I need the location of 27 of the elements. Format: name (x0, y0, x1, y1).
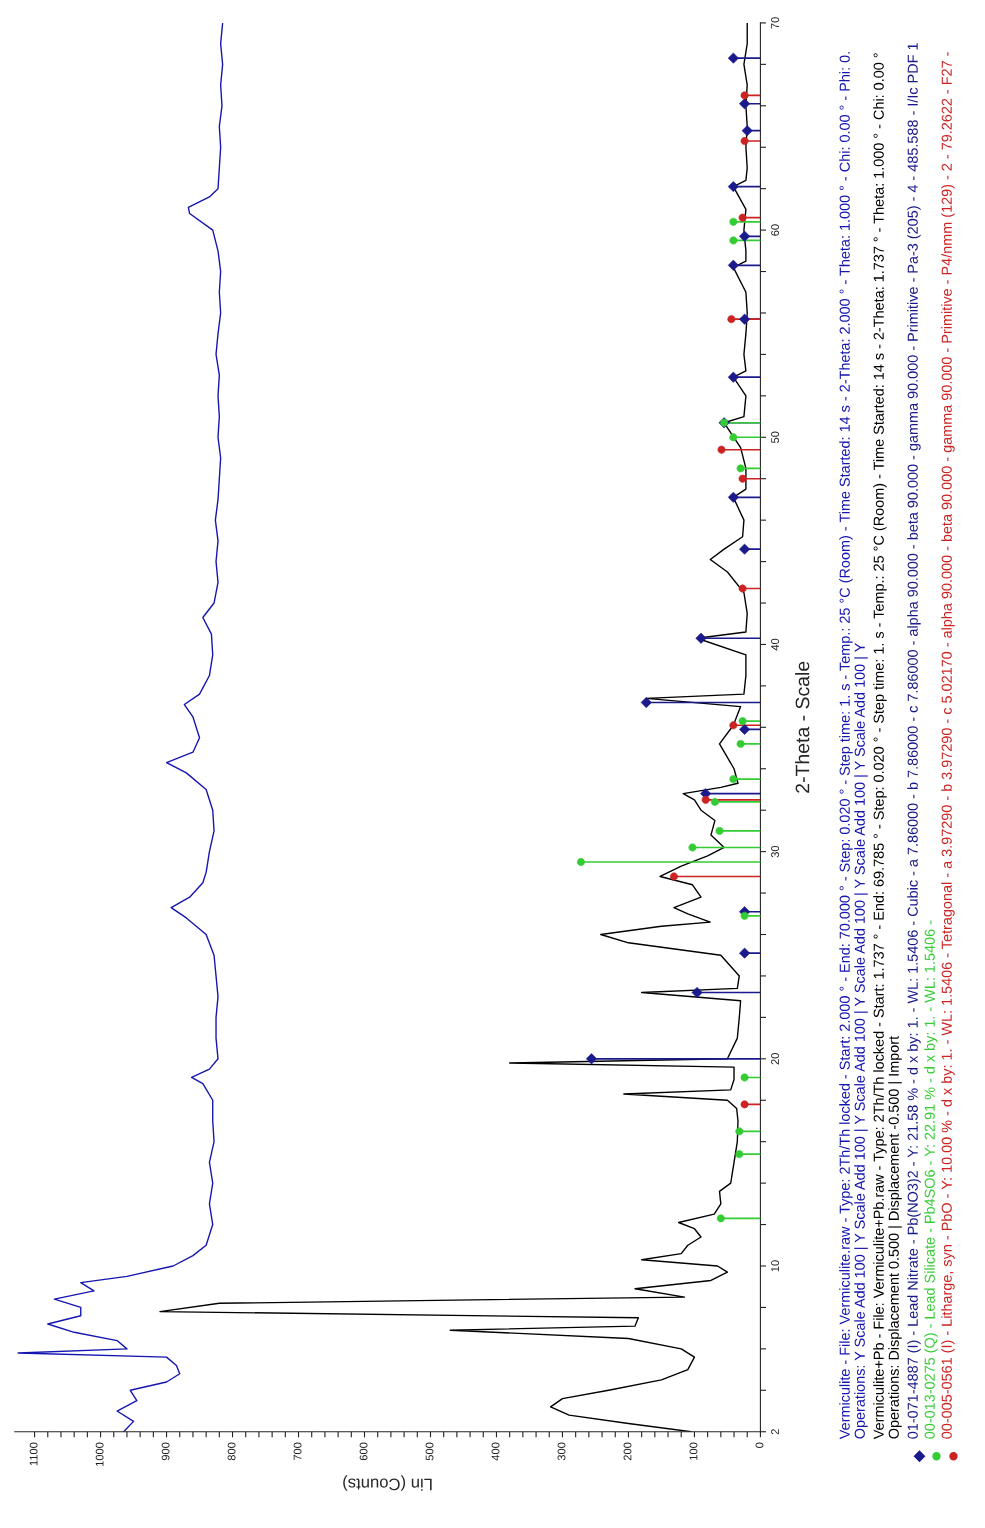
x-tick-label: 100 (689, 1442, 698, 1460)
y-tick-label: 50 (771, 431, 779, 444)
x-tick-label: 300 (557, 1442, 566, 1461)
text: 00-013-0275 (Q) - Lead Silicate - Pb4SO6 - Y: 22.91 % - d x by: 1. - WL: 1.5406 - (924, 920, 938, 1439)
y-tick-label: 2 (771, 1429, 779, 1435)
x-tick-label: 400 (491, 1442, 500, 1461)
x-axis-title: Lin (Counts) (343, 1475, 432, 1491)
text: 00-005-0561 (I) - Litharge, syn - PbO - Y: 10.00 % - d x by: 1. - WL: 1.5406 - Tetragonal - a 3.97290 - b 3.97290 - c 5.02170 - alpha 90.000 - beta 90.000 - gamma 90.000 - Primitive - P4/nmm (129) - 2 - 79.2622 - F27 - (941, 52, 955, 1439)
x-tick-label: 600 (359, 1442, 368, 1461)
x-tick-label: 200 (623, 1442, 632, 1461)
x-tick-label: 800 (227, 1442, 236, 1461)
y-tick-label: 70 (771, 17, 779, 29)
x-tick-label: 1100 (29, 1442, 38, 1466)
text: Vermiculite - File: Vermiculite.raw - Type: 2Th/Th locked - Start: 2.000 ° - End: 70.000 ° - Step: 0.020 ° - Step time: 1. s - Temp.: 25 °C (Room) - Time Started: 14 s - 2-Theta: 2.000 ° - Theta: 1.000 ° - Chi: 0.00 ° - Phi: 0. Operations: Y Scale Add 100 | Y Scale Add 100 | Y Scale Add 100 | Y Scale Add 100 | Y Scale Add 100 | Y Scale Add 100 | Y (839, 52, 868, 1440)
y-tick-label: 30 (771, 845, 779, 858)
x-tick-label: 900 (161, 1442, 170, 1461)
y-tick-label: 20 (771, 1053, 779, 1065)
x-tick-label: 1000 (95, 1442, 104, 1467)
text: 01-071-4887 (I) - Lead Nitrate - Pb(NO3)2 - Y: 21.58 % - d x by: 1. - WL: 1.5406 - Cubic - a 7.86000 - b 7.86000 - c 7.86000 - alpha 90.000 - beta 90.000 - gamma 90.000 - Primitive - Pa-3 (205) - 4 - 485.588 - I/Ic PDF 1 (907, 43, 921, 1439)
y-axis-title: 2-Theta - Scale (795, 661, 810, 793)
y-tick-label: 40 (771, 638, 779, 651)
x-tick-label: 700 (293, 1442, 302, 1461)
x-tick-label: 500 (425, 1442, 434, 1461)
x-tick-label: 0 (755, 1442, 764, 1448)
y-tick-label: 10 (771, 1260, 779, 1272)
text: Vermiculite+Pb - File: Vermiculite+Pb.raw - Type: 2Th/Th locked - Start: 1.737 ° - End: 69.785 ° - Step: 0.020 ° - Step time: 1. s - Temp.: 25 °C (Room) - Time Started: 14 s - 2-Theta: 1.737 ° - Theta: 1.000 ° - Chi: 0.00 ° Operations: Displacement 0.500 | Displacement -0.500 | Import (873, 53, 902, 1440)
y-tick-label: 60 (771, 224, 779, 236)
